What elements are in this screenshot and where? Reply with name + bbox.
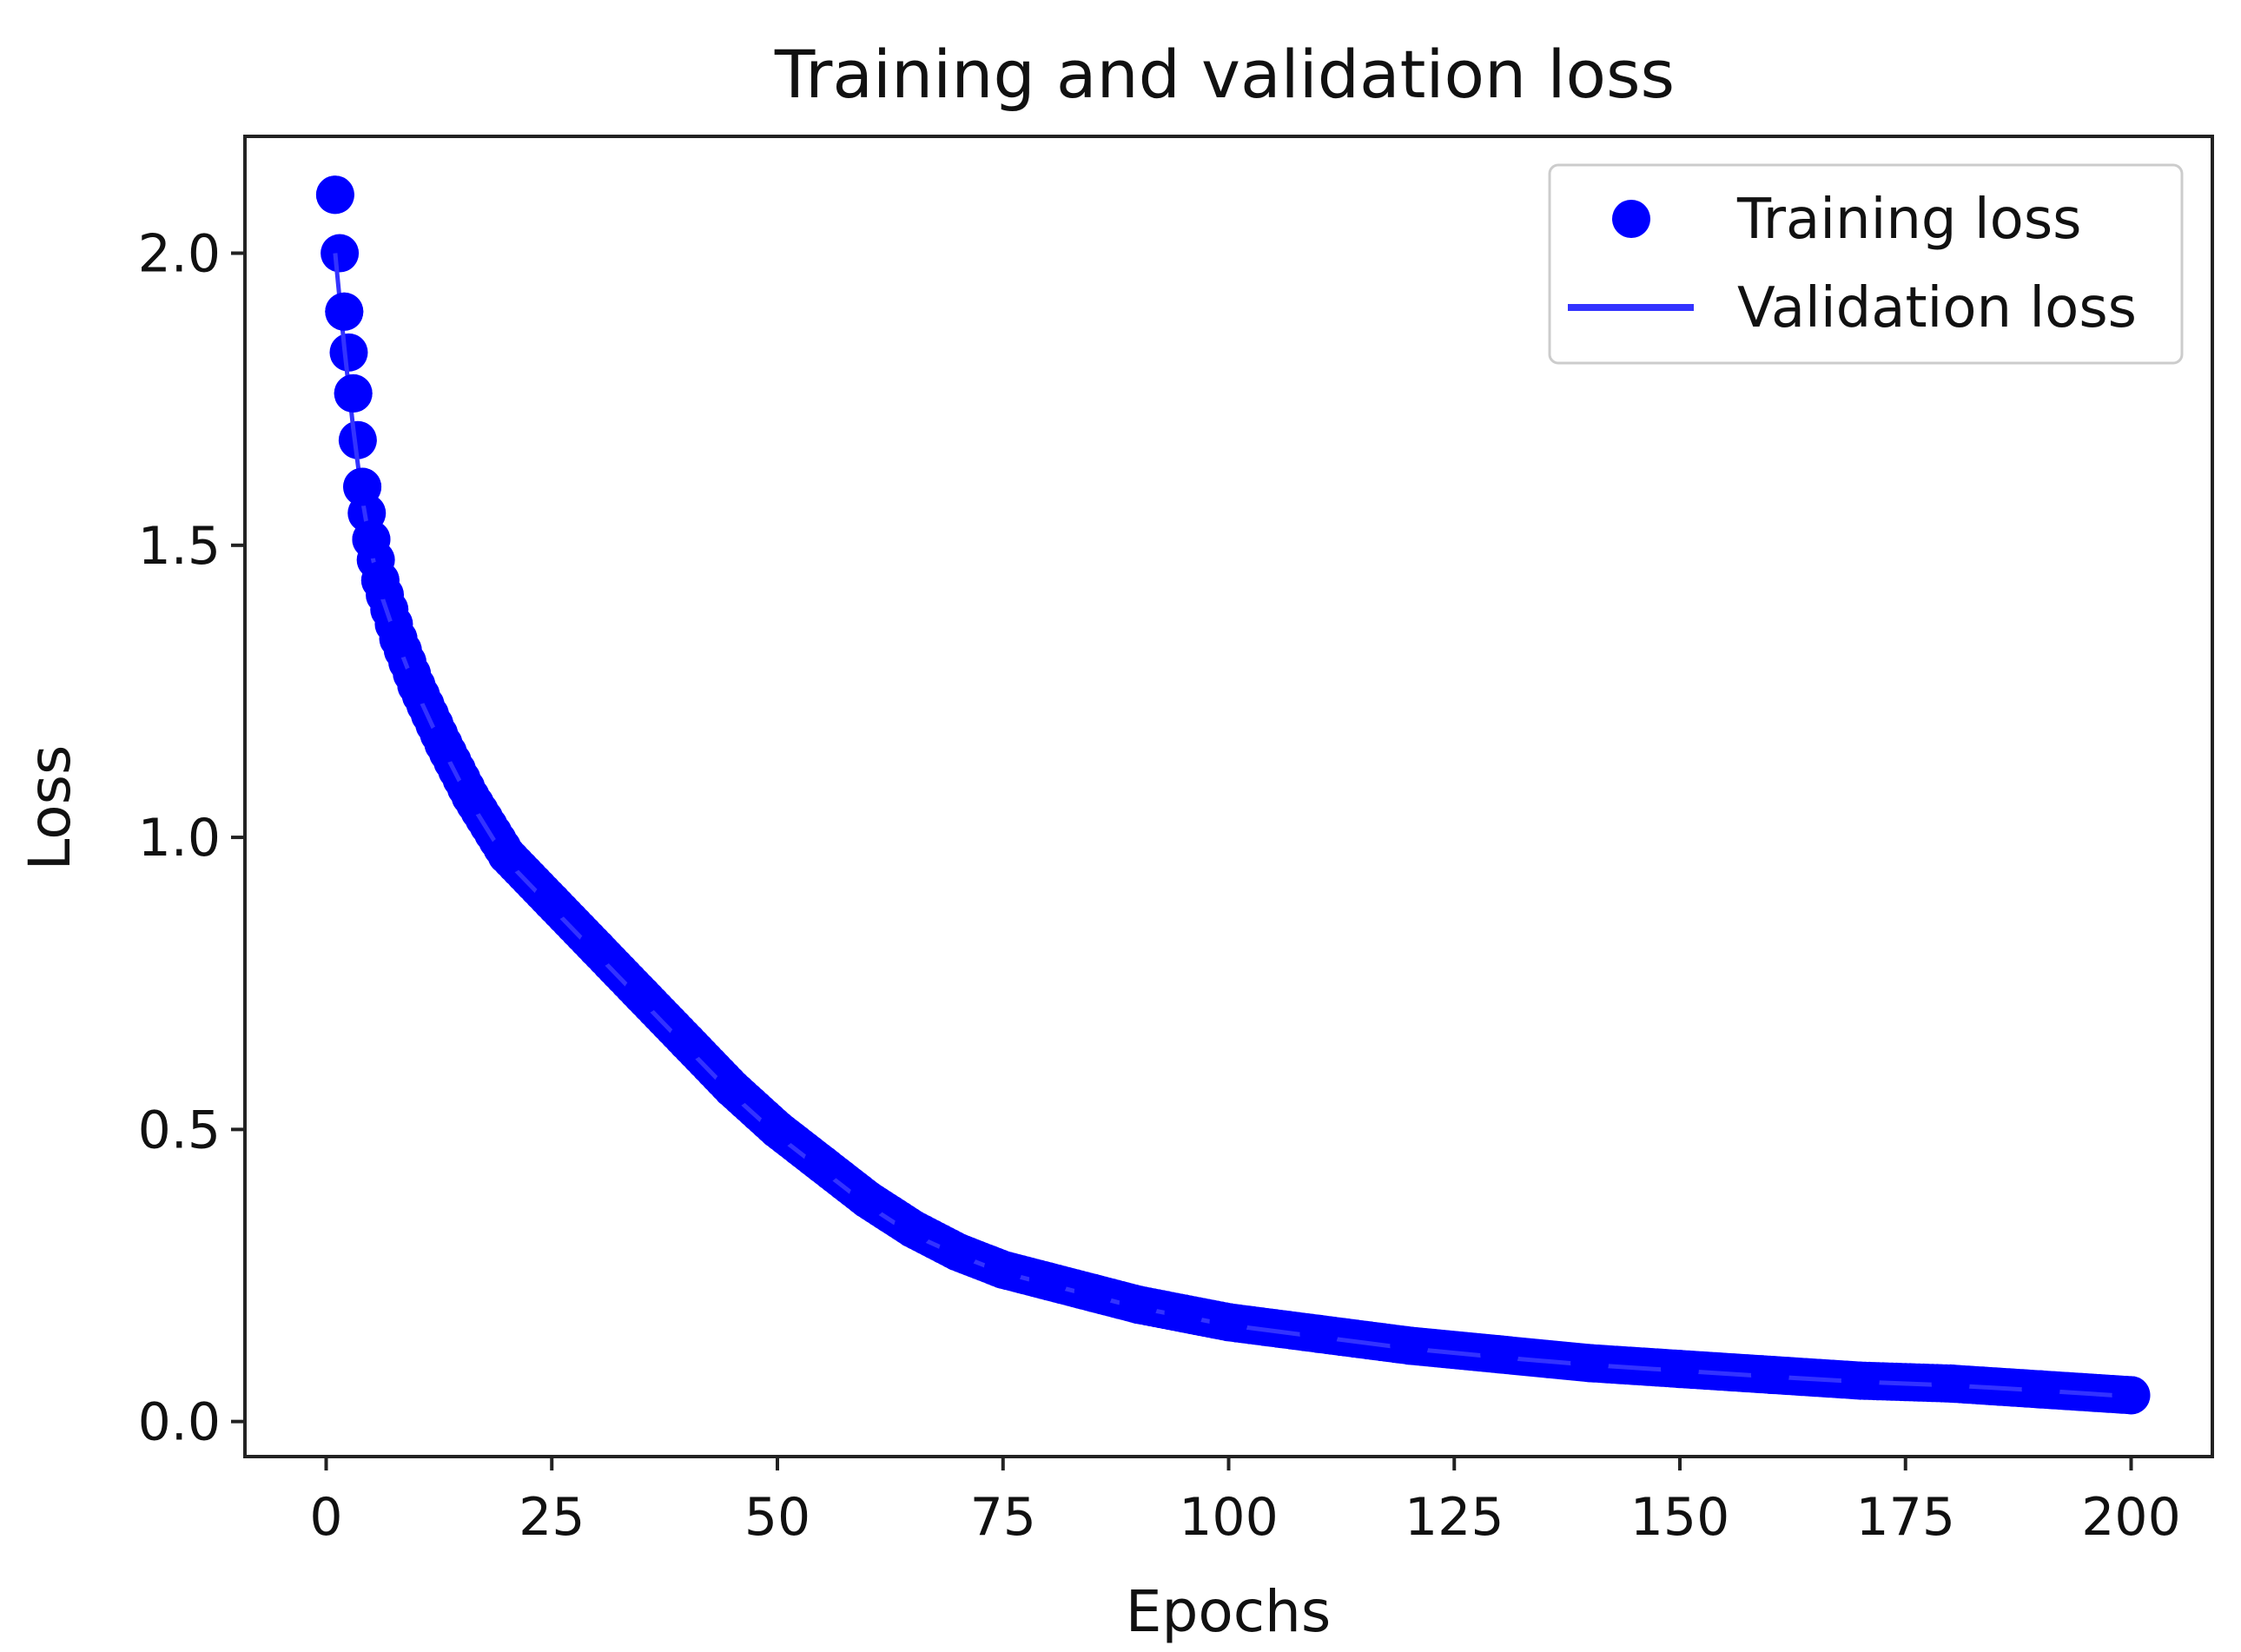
y-axis-label: Loss [17,745,83,871]
training-loss-point [2112,1376,2151,1415]
x-tick-label: 200 [2081,1487,2181,1548]
training-loss-point [451,777,490,816]
training-loss-point [1931,1364,1970,1403]
training-loss-point [1074,1273,1113,1312]
y-tick-label: 0.0 [138,1392,221,1453]
training-loss-dot [321,234,360,273]
training-loss-point [938,1232,977,1272]
training-loss-point [1570,1344,1610,1383]
y-tick-label: 2.0 [138,224,221,285]
y-axis-ticks: 0.0 0.5 1.0 1.5 2.0 [138,224,245,1453]
y-tick-label: 1.5 [138,516,221,577]
training-loss-point [487,836,526,875]
training-loss-point [315,175,354,215]
training-loss-point [1480,1335,1519,1374]
training-loss-dot [338,420,377,459]
training-loss-point [352,520,391,559]
training-loss-point [668,1022,707,1061]
training-loss-point [1390,1326,1429,1365]
training-loss-point [360,561,400,600]
x-axis-label: Epochs [1126,1578,1331,1645]
x-tick-label: 175 [1855,1487,1955,1548]
training-loss-point [803,1145,842,1184]
training-loss-point [532,882,572,922]
x-axis-ticks: 0 25 50 75 100 125 150 175 200 [309,1457,2181,1548]
training-loss-point [848,1180,887,1219]
training-loss-dot [329,333,368,372]
training-loss-point [1299,1314,1339,1353]
x-tick-label: 125 [1405,1487,1504,1548]
training-loss-point [1028,1262,1068,1301]
training-loss-point [397,666,436,705]
training-loss-point [893,1209,932,1248]
x-tick-label: 75 [970,1487,1036,1548]
x-tick-label: 100 [1179,1487,1279,1548]
training-loss-point [379,619,418,658]
training-loss-point [343,467,382,506]
training-loss-point [325,292,364,331]
training-loss-point [1841,1361,1880,1400]
training-loss-point [334,373,373,413]
legend: Training loss Validation loss [1548,163,2184,365]
training-loss-point [1660,1350,1699,1389]
x-tick-label: 0 [309,1487,342,1548]
chart-title: Training and validation loss [774,36,1675,113]
x-tick-label: 150 [1630,1487,1730,1548]
plot-area [315,175,2151,1415]
legend-label-training: Training loss [1736,188,2082,252]
training-loss-point [713,1069,752,1108]
y-tick-label: 0.5 [138,1100,221,1160]
training-loss-point [578,928,617,968]
x-tick-label: 50 [744,1487,810,1548]
legend-label-validation: Validation loss [1737,276,2137,340]
training-loss-point [758,1110,797,1149]
training-loss-point [1119,1285,1158,1325]
training-loss-point [623,975,662,1014]
training-loss-point [2021,1370,2060,1409]
x-tick-label: 25 [519,1487,585,1548]
legend-marker-training [1612,200,1650,238]
training-loss-point [424,724,463,763]
y-tick-label: 1.0 [138,808,221,869]
training-loss-point [1164,1294,1203,1333]
training-loss-point [983,1250,1022,1289]
legend-box [1548,163,2184,365]
training-loss-point [1209,1303,1248,1342]
training-loss-point [1750,1355,1789,1394]
